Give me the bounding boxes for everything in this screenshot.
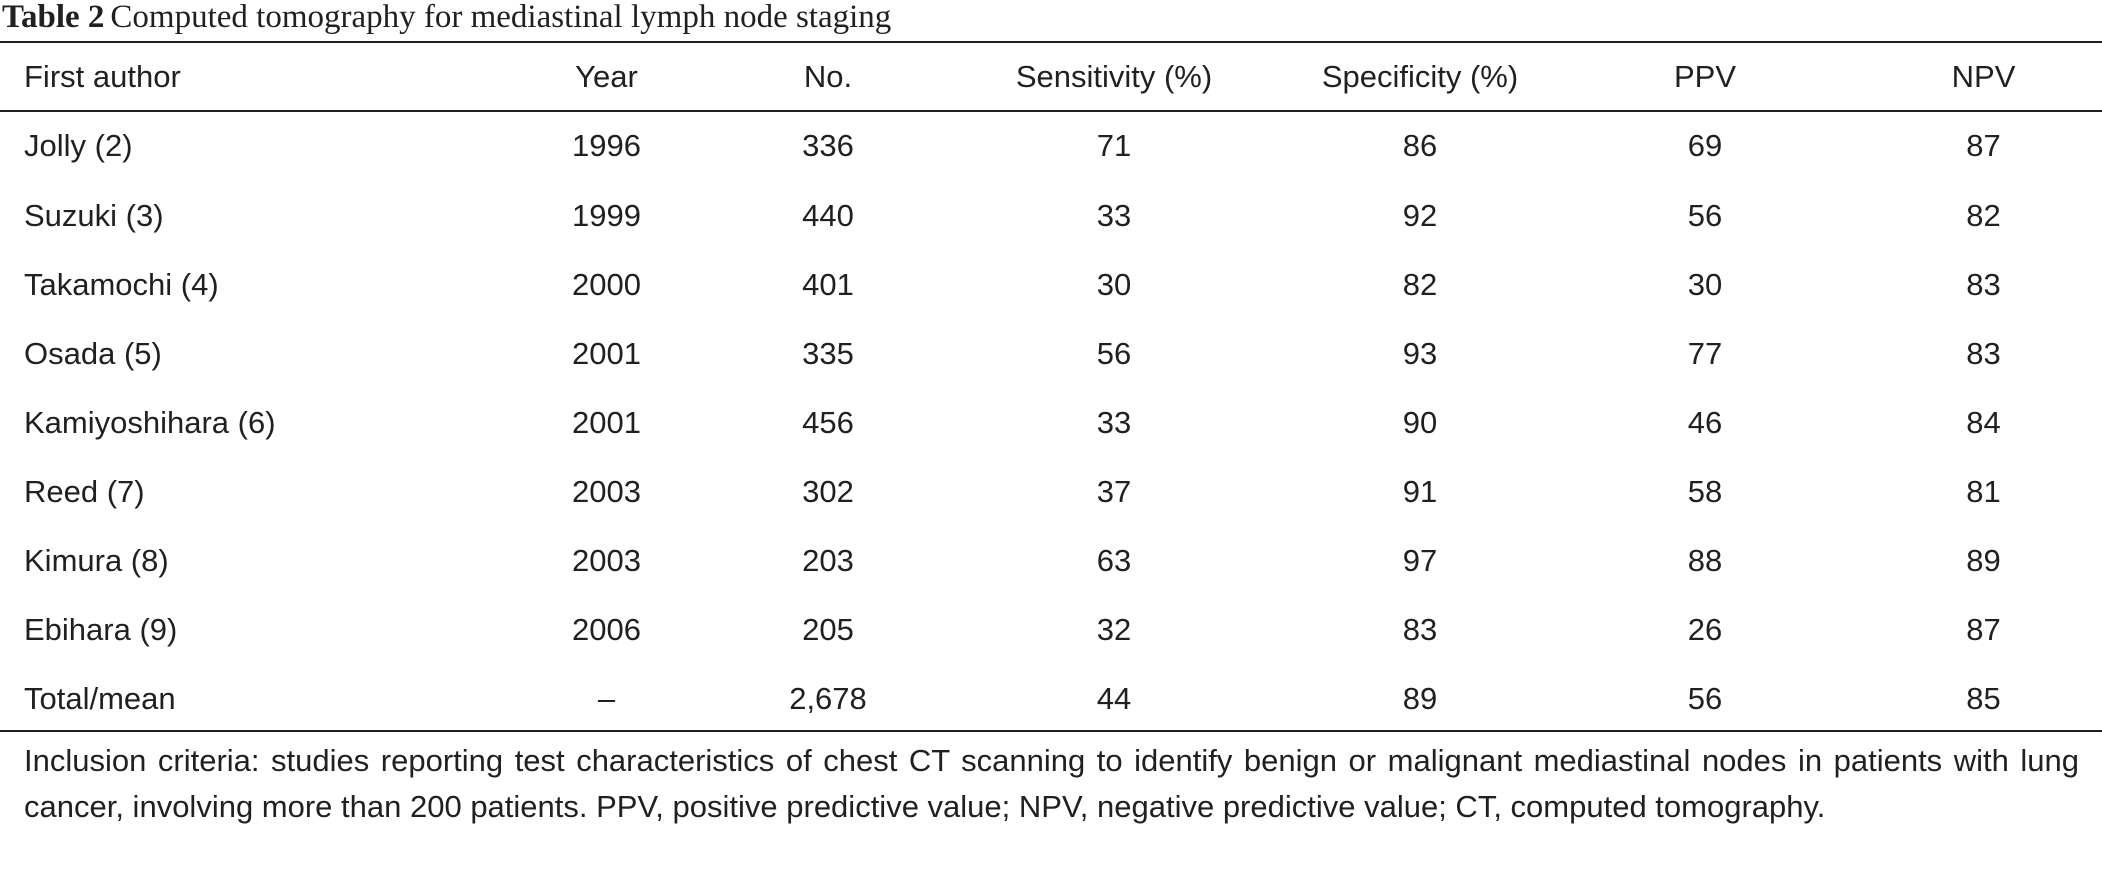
table-row: Reed (7) 2003 302 37 91 58 81	[0, 457, 2102, 526]
cell-no: 336	[802, 127, 854, 163]
cell-no: 456	[802, 404, 854, 440]
cell-no: 302	[802, 473, 854, 509]
cell-sensitivity: 33	[1096, 404, 1132, 440]
cell-first-author: Ebihara (9)	[24, 611, 178, 647]
cell-year: 2003	[572, 473, 641, 509]
cell-no: 203	[802, 542, 854, 578]
cell-sensitivity: 37	[1096, 473, 1132, 509]
cell-npv: 81	[1966, 473, 2001, 509]
column-header-no: No.	[803, 58, 853, 94]
cell-ppv: 77	[1687, 335, 1723, 371]
data-table: First author Year No. Sensitivity (%) Sp…	[0, 43, 2102, 733]
cell-no: 440	[802, 197, 854, 233]
cell-first-author: Total/mean	[24, 680, 176, 716]
cell-npv: 87	[1966, 611, 2001, 647]
cell-ppv: 58	[1687, 473, 1723, 509]
cell-sensitivity: 56	[1096, 335, 1132, 371]
table-footnote: Inclusion criteria: studies reporting te…	[24, 743, 2079, 824]
cell-specificity: 93	[1402, 335, 1438, 371]
table-row: Ebihara (9) 2006 205 32 83 26 87	[0, 595, 2102, 664]
table-row: Osada (5) 2001 335 56 93 77 83	[0, 319, 2102, 388]
cell-no: 335	[802, 335, 854, 371]
cell-specificity: 97	[1402, 542, 1438, 578]
cell-year: 1996	[572, 127, 641, 163]
cell-year: 2006	[572, 611, 641, 647]
column-header-ppv: PPV	[1673, 58, 1737, 94]
cell-year: 1999	[572, 197, 641, 233]
cell-specificity: 89	[1402, 680, 1438, 716]
table-row: Kimura (8) 2003 203 63 97 88 89	[0, 526, 2102, 595]
cell-first-author: Kimura (8)	[24, 542, 169, 578]
cell-ppv: 26	[1687, 611, 1723, 647]
table-row: Suzuki (3) 1999 440 33 92 56 82	[0, 181, 2102, 250]
cell-specificity: 92	[1402, 197, 1438, 233]
cell-no: 205	[802, 611, 854, 647]
top-rule	[0, 41, 2102, 43]
cell-first-author: Jolly (2)	[24, 127, 133, 163]
total-row: Total/mean – 2,678 44 89 56 85	[0, 664, 2102, 733]
table-title: Computed tomography for mediastinal lymp…	[110, 0, 892, 35]
cell-sensitivity: 33	[1096, 197, 1132, 233]
table-row: Takamochi (4) 2000 401 30 82 30 83	[0, 250, 2102, 319]
cell-year: 2003	[572, 542, 641, 578]
bottom-rule	[0, 730, 2102, 732]
column-header-first-author: First author	[24, 58, 181, 94]
cell-npv: 84	[1966, 404, 2001, 440]
cell-ppv: 88	[1687, 542, 1723, 578]
cell-specificity: 86	[1402, 127, 1438, 163]
cell-sensitivity: 32	[1096, 611, 1132, 647]
cell-npv: 82	[1966, 197, 2001, 233]
column-header-specificity: Specificity (%)	[1321, 58, 1519, 94]
cell-specificity: 83	[1402, 611, 1438, 647]
cell-sensitivity: 63	[1096, 542, 1132, 578]
cell-npv: 83	[1966, 266, 2001, 302]
cell-year: 2001	[572, 404, 641, 440]
header-row: First author Year No. Sensitivity (%) Sp…	[0, 43, 2102, 110]
cell-ppv: 46	[1687, 404, 1723, 440]
column-header-year: Year	[575, 58, 638, 94]
cell-npv: 87	[1966, 127, 2001, 163]
cell-sensitivity: 71	[1096, 127, 1132, 163]
table-row: Jolly (2) 1996 336 71 86 69 87	[0, 110, 2102, 181]
cell-specificity: 91	[1402, 473, 1438, 509]
cell-year: 2000	[572, 266, 641, 302]
cell-sensitivity: 44	[1096, 680, 1132, 716]
cell-no: 401	[802, 266, 854, 302]
cell-npv: 89	[1966, 542, 2001, 578]
cell-year: –	[597, 680, 616, 716]
cell-sensitivity: 30	[1096, 266, 1132, 302]
header-rule	[0, 110, 2102, 112]
cell-year: 2001	[572, 335, 641, 371]
table-label: Table 2	[2, 0, 105, 35]
cell-ppv: 30	[1687, 266, 1723, 302]
cell-first-author: Reed (7)	[24, 473, 145, 509]
cell-npv: 85	[1966, 680, 2001, 716]
cell-no: 2,678	[789, 680, 867, 716]
cell-npv: 83	[1966, 335, 2001, 371]
cell-first-author: Kamiyoshihara (6)	[24, 404, 276, 440]
cell-specificity: 90	[1402, 404, 1438, 440]
cell-specificity: 82	[1402, 266, 1438, 302]
column-header-sensitivity: Sensitivity (%)	[1015, 58, 1213, 94]
table-caption: Table 2 Computed tomography for mediastin…	[2, 0, 891, 40]
column-header-npv: NPV	[1951, 58, 2016, 94]
cell-ppv: 56	[1687, 680, 1723, 716]
cell-ppv: 56	[1687, 197, 1723, 233]
cell-first-author: Suzuki (3)	[24, 197, 164, 233]
cell-first-author: Osada (5)	[24, 335, 162, 371]
table-row: Kamiyoshihara (6) 2001 456 33 90 46 84	[0, 388, 2102, 457]
cell-first-author: Takamochi (4)	[24, 266, 219, 302]
cell-ppv: 69	[1687, 127, 1723, 163]
